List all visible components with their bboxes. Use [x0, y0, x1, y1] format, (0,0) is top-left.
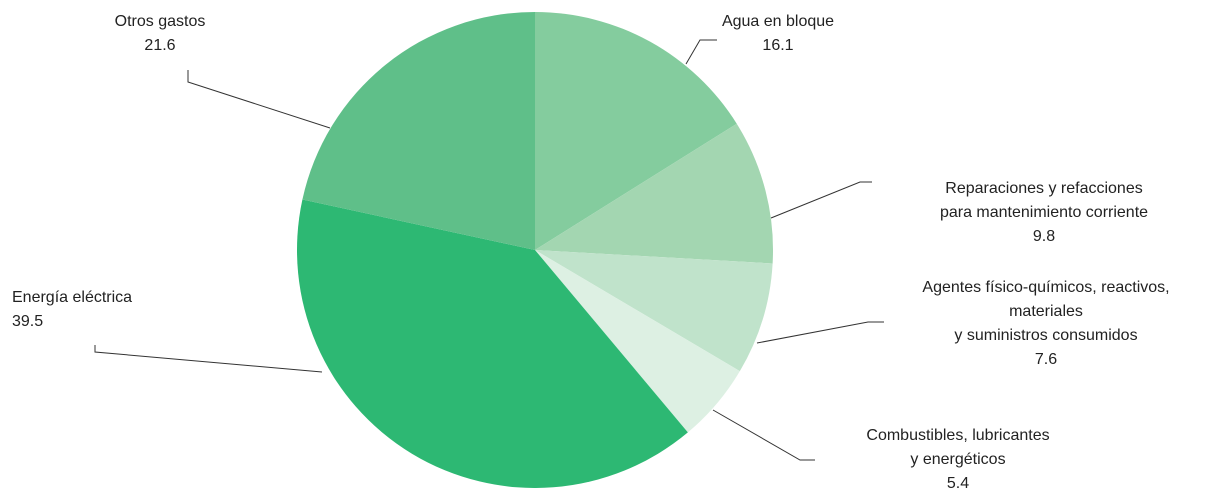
- slice-label: Reparaciones y refacciones: [945, 180, 1142, 197]
- slice-value: 39.5: [12, 313, 43, 330]
- slice-label: y suministros consumidos: [954, 327, 1137, 344]
- slice-value: 7.6: [1035, 351, 1057, 368]
- slice-value: 21.6: [144, 37, 175, 54]
- slice-value: 16.1: [762, 37, 793, 54]
- slice-value: 9.8: [1033, 228, 1055, 245]
- slice-label: Agentes físico-químicos, reactivos,: [922, 279, 1169, 296]
- pie-slice: [535, 250, 773, 372]
- leader-line: [756, 321, 884, 344]
- leader-line: [94, 345, 323, 373]
- slice-label: materiales: [1009, 303, 1083, 320]
- leader-line: [685, 39, 717, 65]
- slice-value: 5.4: [947, 475, 969, 488]
- pie-slice: [302, 12, 535, 250]
- leader-line: [712, 409, 815, 461]
- slice-label: Agua en bloque: [722, 13, 834, 30]
- pie-slice: [297, 199, 688, 488]
- slice-label: Otros gastos: [115, 13, 206, 30]
- pie-slice: [535, 12, 737, 250]
- slice-label: Combustibles, lubricantes: [866, 427, 1049, 444]
- slice-label: y energéticos: [910, 451, 1005, 468]
- leader-line: [187, 70, 331, 129]
- slice-label: para mantenimiento corriente: [940, 204, 1148, 221]
- pie-slice: [535, 123, 774, 264]
- pie-slice: [535, 250, 740, 433]
- slice-label: Energía eléctrica: [12, 289, 132, 306]
- leader-line: [770, 181, 872, 219]
